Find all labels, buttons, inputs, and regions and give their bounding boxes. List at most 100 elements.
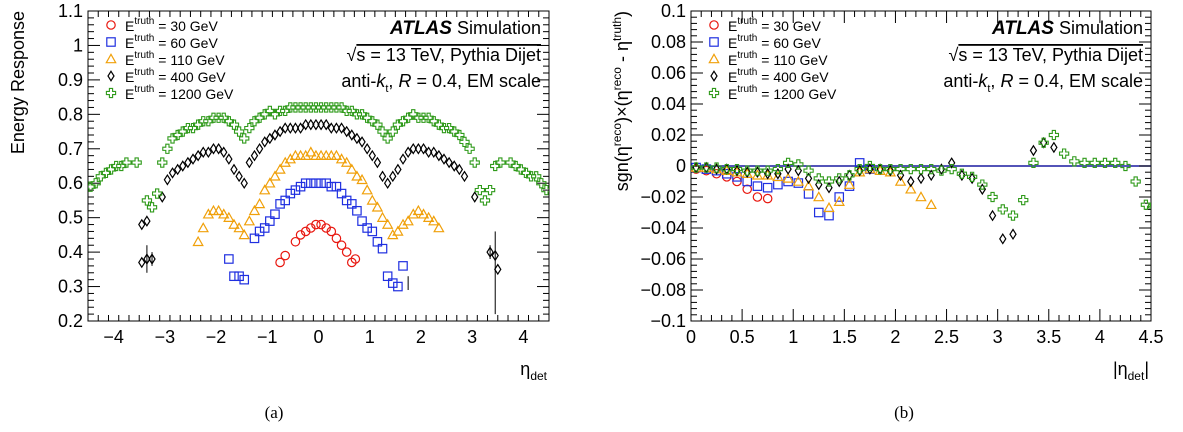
data-point [121,157,132,168]
data-point [793,178,804,188]
y-tick-label: 1.1 [58,1,83,21]
data-point [300,226,311,237]
y-axis-label: sgn(ηreco)×(ηreco - ηtruth) [610,11,632,191]
data-point [419,142,428,155]
data-point [752,181,763,191]
data-point [306,178,316,189]
data-point [366,194,379,205]
data-point [834,173,845,184]
data-point [362,223,372,233]
data-point [752,165,763,176]
data-point [987,191,998,203]
data-point [336,240,347,251]
data-point [732,172,742,182]
data-point [337,122,346,134]
data-point [332,122,341,134]
data-point [326,181,337,192]
data-point [885,163,896,175]
data-point [966,171,978,182]
data-point [244,122,255,134]
data-point [536,178,547,189]
data-point [772,163,784,175]
y-tick-label: 0.6 [58,173,83,193]
data-point [280,250,291,261]
legend-marker [107,70,115,82]
data-point [275,199,285,209]
data-point [265,216,275,226]
data-point [228,218,240,229]
x-tick-label: 2.5 [934,327,959,347]
data-point [1069,156,1080,167]
series-4 [691,129,1151,221]
data-point [286,122,295,134]
x-tick-label: 4.5 [1138,327,1163,347]
data-point [357,216,367,226]
legend-marker [105,53,117,64]
data-point [474,184,486,196]
data-point [1147,201,1151,212]
data-point [258,184,271,195]
data-point [874,163,886,175]
data-point [90,178,101,189]
data-point [494,263,502,276]
data-points [691,129,1151,245]
data-point [173,163,182,176]
data-point [348,129,356,141]
data-point [223,211,235,222]
data-point [782,157,794,169]
data-point [988,209,997,222]
data-point [168,167,177,179]
data-point [350,254,361,264]
data-point [804,172,813,185]
algorithm-label: anti-kt, R = 0.4, EM scale [341,71,541,95]
data-point [917,172,925,185]
data-point [373,156,382,169]
caption-a: (a) [265,403,284,422]
legend-label: Etruth = 400 GeV [728,67,829,85]
data-point [307,118,315,131]
data-point [311,178,321,189]
data-point [455,163,464,176]
data-point [220,146,228,159]
data-point [946,163,957,175]
data-point [1018,194,1029,206]
x-tick-label: 4 [518,327,528,347]
data-point [383,177,392,190]
legend-marker [709,20,719,30]
data-point [269,170,281,181]
energy-label: √s = 13 TeV, Pythia Dijet [346,45,541,65]
data-point [225,153,233,165]
x-tick-label: −4 [103,327,124,347]
data-point [346,163,358,174]
data-point [823,201,835,213]
data-point [311,219,321,230]
data-point [905,163,916,175]
data-point [907,175,915,188]
data-point [844,181,855,191]
series-0 [275,219,361,268]
x-tick-label: 4 [1095,327,1105,347]
data-point [956,168,968,179]
data-point [905,183,917,194]
data-point [163,173,172,186]
data-point [394,163,402,176]
data-point [199,146,207,159]
data-point [317,118,325,131]
data-point [793,159,804,170]
data-point [331,181,342,192]
data-point [290,236,301,247]
data-point [430,146,438,159]
y-tick-label: 0.04 [651,94,686,114]
data-point [541,184,549,196]
y-tick-label: 0.1 [661,1,686,21]
data-point [209,142,218,155]
data-point [284,153,297,164]
data-point [742,176,753,187]
data-point [803,189,814,199]
data-point [968,172,976,185]
data-point [239,133,250,144]
plot-frame [87,10,550,322]
data-point [382,133,393,144]
